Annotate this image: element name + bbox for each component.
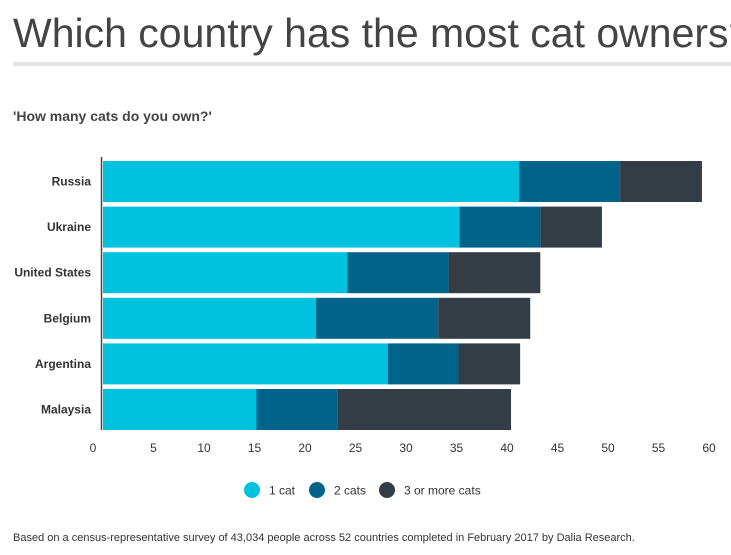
bar-ukraine-1-cat — [103, 206, 460, 248]
bar-ukraine-3-or-more-cats — [540, 206, 602, 248]
y-tick-label: Argentina — [35, 357, 91, 371]
bar-belgium-3-or-more-cats — [438, 297, 531, 339]
footnote: Based on a census-representative survey … — [13, 532, 635, 544]
bar-argentina-3-or-more-cats — [458, 343, 521, 385]
y-tick-label: Malaysia — [41, 403, 91, 417]
bar-malaysia-2-cats — [256, 389, 338, 430]
bar-russia-3-or-more-cats — [620, 161, 702, 202]
bar-united-states-1-cat — [103, 252, 348, 294]
bar-belgium-1-cat — [103, 297, 317, 339]
x-tick-label: 10 — [197, 441, 211, 455]
bar-united-states-3-or-more-cats — [448, 252, 541, 294]
x-tick-label: 5 — [150, 441, 157, 455]
y-tick-label: Belgium — [44, 311, 91, 325]
y-tick-label: Ukraine — [47, 220, 91, 234]
bar-malaysia-3-or-more-cats — [337, 389, 512, 430]
x-tick-label: 30 — [399, 441, 413, 455]
legend-marker-2-cats — [309, 482, 325, 498]
x-tick-label: 60 — [702, 441, 716, 455]
chart-subtitle: 'How many cats do you own?' — [13, 108, 212, 124]
x-tick-label: 20 — [298, 441, 312, 455]
title-divider — [13, 62, 731, 66]
bar-argentina-2-cats — [387, 343, 459, 385]
legend-label-2-cats: 2 cats — [334, 484, 366, 498]
y-tick-label: Russia — [52, 175, 92, 189]
legend-label-3-or-more-cats: 3 or more cats — [404, 484, 481, 498]
x-tick-label: 40 — [500, 441, 514, 455]
x-tick-label: 15 — [248, 441, 262, 455]
bar-russia-2-cats — [519, 161, 621, 202]
x-tick-label: 55 — [652, 441, 666, 455]
x-tick-label: 45 — [551, 441, 565, 455]
legend-label-1-cat: 1 cat — [269, 484, 296, 498]
x-tick-label: 50 — [601, 441, 615, 455]
stacked-bar-chart: Russia Ukraine United States Belgium Argenti… — [14, 157, 716, 498]
x-tick-label: 25 — [349, 441, 363, 455]
bar-argentina-1-cat — [103, 343, 388, 385]
page-title: Which country has the most cat owners? — [13, 10, 731, 56]
legend-marker-1-cat — [244, 482, 260, 498]
bar-belgium-2-cats — [316, 297, 439, 339]
bar-russia-1-cat — [103, 161, 520, 202]
x-tick-label: 35 — [450, 441, 464, 455]
bar-ukraine-2-cats — [459, 206, 541, 248]
bar-united-states-2-cats — [347, 252, 449, 294]
bar-malaysia-1-cat — [103, 389, 257, 430]
y-tick-label: United States — [14, 266, 91, 280]
x-tick-label: 0 — [90, 441, 97, 455]
legend-marker-3-or-more-cats — [379, 482, 395, 498]
